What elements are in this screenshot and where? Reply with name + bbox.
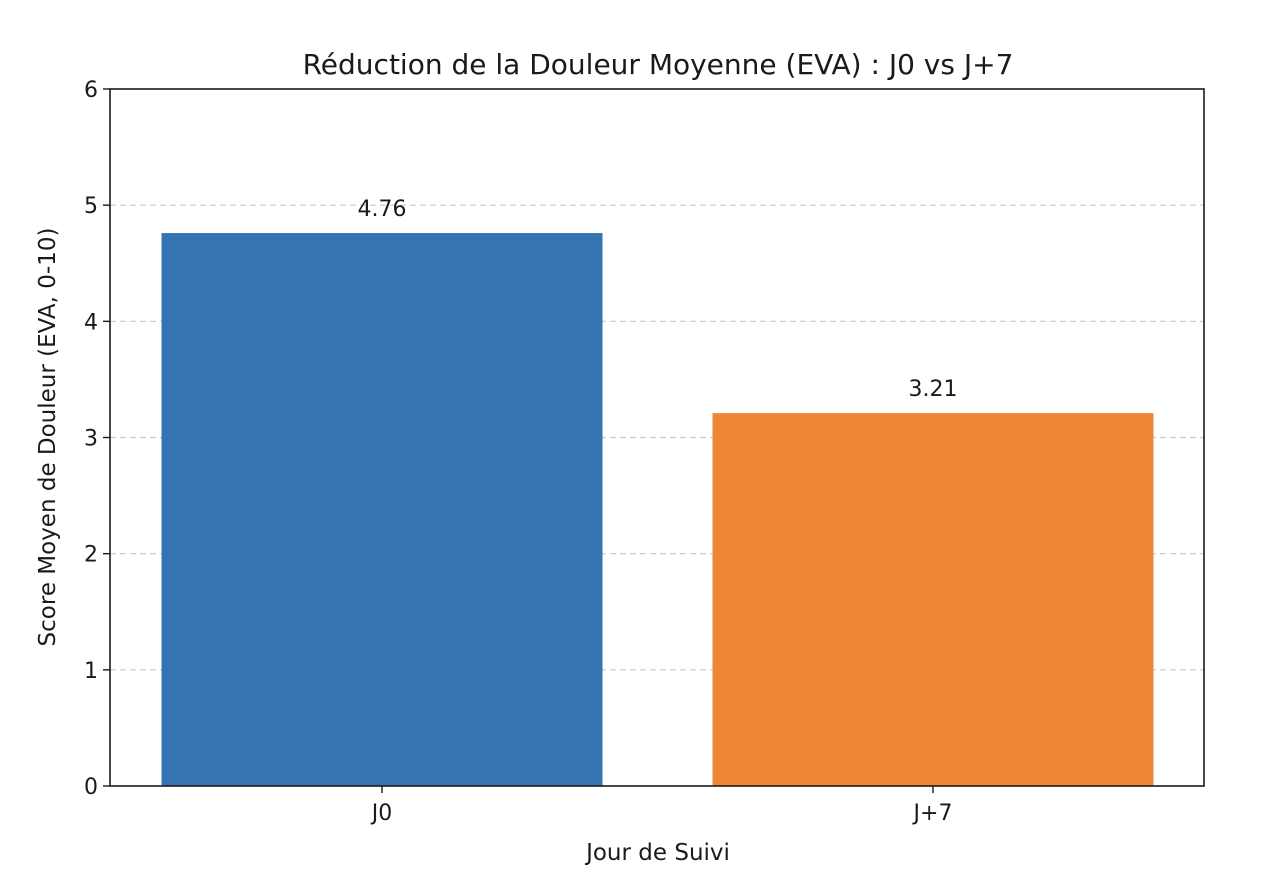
x-axis-label: Jour de Suivi	[584, 840, 730, 866]
y-tick-label: 4	[84, 310, 98, 335]
chart-title: Réduction de la Douleur Moyenne (EVA) : …	[303, 48, 1014, 81]
y-tick-label: 1	[84, 659, 98, 684]
y-tick-label: 5	[84, 194, 98, 219]
y-tick-label: 0	[84, 775, 98, 800]
bar-value-label: 3.21	[909, 377, 958, 402]
bar	[712, 413, 1154, 786]
y-tick-label: 6	[84, 78, 98, 103]
x-tick-label: J0	[370, 801, 393, 826]
bar-value-labels: 4.76 3.21	[358, 197, 958, 402]
bars	[161, 233, 1154, 787]
bar	[161, 233, 603, 787]
x-axis: J0 J+7	[370, 786, 953, 826]
y-axis: 0 1 2 3 4 5 6	[84, 78, 110, 800]
bar-value-label: 4.76	[358, 197, 407, 222]
y-tick-label: 3	[84, 427, 98, 452]
x-tick-label: J+7	[912, 801, 953, 826]
y-tick-label: 2	[84, 543, 98, 568]
y-axis-label: Score Moyen de Douleur (EVA, 0-10)	[35, 228, 61, 647]
